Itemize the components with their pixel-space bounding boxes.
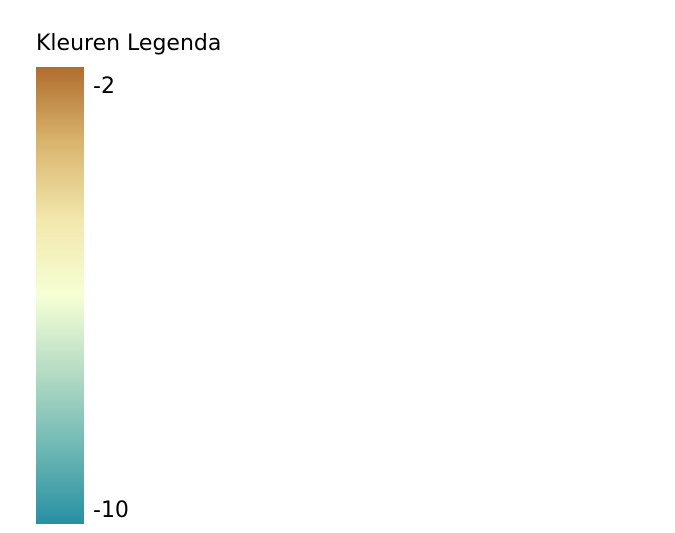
legend-max-label: -2 <box>93 74 115 99</box>
legend-min-label: -10 <box>93 498 129 523</box>
legend-title: Kleuren Legenda <box>36 31 222 56</box>
color-gradient-bar <box>36 67 84 524</box>
